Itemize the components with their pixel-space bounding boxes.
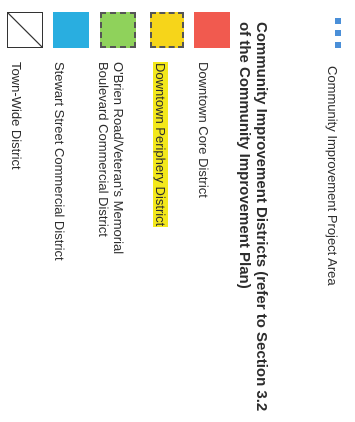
districts-heading: Community Improvement Districts (refer t… — [236, 22, 270, 412]
stewart-street-swatch — [53, 12, 89, 48]
downtown-periphery-label-text: Downtown Periphery District — [153, 62, 168, 228]
downtown-core-swatch — [194, 12, 230, 48]
downtown-periphery-swatch — [150, 12, 184, 48]
downtown-core-label: Downtown Core District — [196, 62, 211, 198]
town-wide-label: Town-Wide District — [9, 62, 24, 170]
town-wide-hatch-swatch — [7, 12, 43, 48]
map-legend: Community Improvement Project Area Commu… — [7, 12, 341, 412]
hatch-pattern-icon — [7, 12, 43, 48]
downtown-periphery-label: Downtown Periphery District — [153, 62, 168, 228]
project-area-dashed-line-symbol — [335, 18, 341, 50]
obrien-road-swatch — [100, 12, 136, 48]
project-area-label: Community Improvement Project Area — [325, 66, 340, 286]
obrien-road-label: O'Brien Road/Veteran's Memorial Boulevard… — [96, 62, 126, 254]
obrien-road-label-line2: Boulevard Commercial District — [96, 62, 111, 237]
stewart-street-label: Stewart Street Commercial District — [52, 62, 67, 261]
obrien-road-label-line1: O'Brien Road/Veteran's Memorial — [111, 62, 126, 255]
